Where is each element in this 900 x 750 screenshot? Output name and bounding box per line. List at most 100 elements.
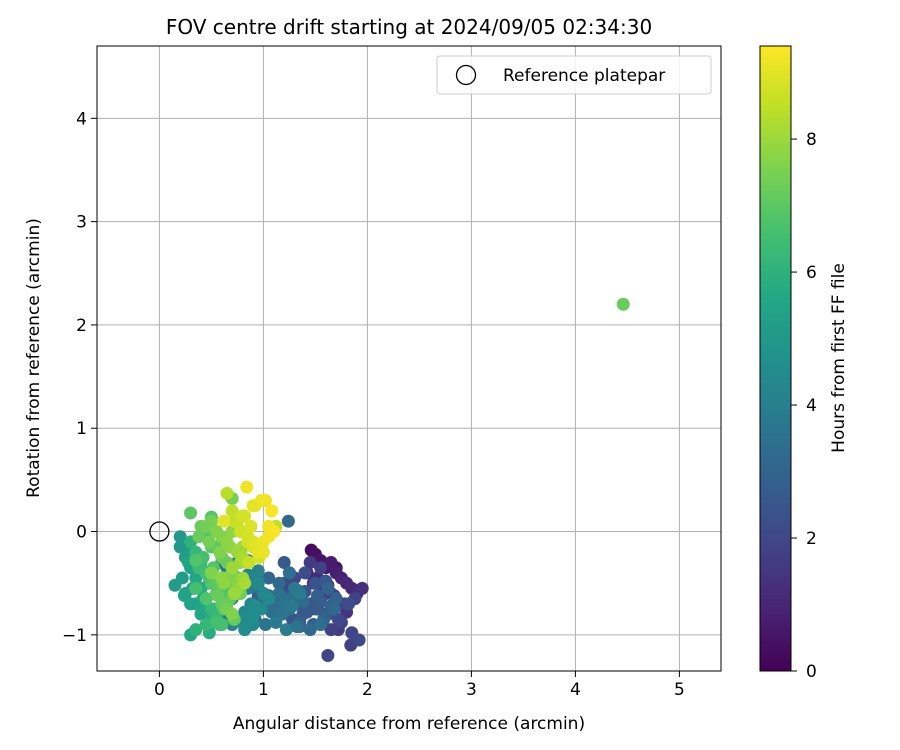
data-point (238, 623, 252, 637)
x-tick-label: 1 (258, 680, 269, 700)
legend-box (436, 55, 712, 95)
data-point (265, 504, 279, 518)
data-point (199, 618, 213, 632)
data-point (189, 581, 203, 595)
y-tick-label: 2 (76, 316, 87, 336)
reference-platepar-marker (149, 521, 170, 542)
data-point (256, 545, 270, 559)
data-point (225, 607, 239, 621)
data-point (236, 509, 250, 523)
data-point (321, 649, 335, 663)
data-point (199, 592, 213, 606)
grid-lines (97, 46, 721, 671)
data-point (616, 297, 630, 311)
data-point (282, 566, 296, 580)
data-point (324, 623, 338, 637)
data-point (225, 504, 239, 518)
data-point (168, 578, 182, 592)
data-point (342, 597, 356, 611)
data-point (184, 506, 198, 520)
data-point (293, 587, 307, 601)
x-axis-ticks: 0 1 2 3 4 5 (154, 671, 685, 700)
x-tick-label: 3 (466, 680, 477, 700)
legend-entry-reference: Reference platepar (503, 66, 665, 86)
colorbar (759, 45, 792, 672)
data-point (277, 556, 291, 570)
data-point (238, 576, 252, 590)
data-point (290, 620, 304, 634)
colorbar-tick-label: 2 (806, 529, 817, 549)
data-point (192, 530, 206, 544)
data-point (324, 556, 338, 570)
data-point (217, 576, 231, 590)
data-point (262, 571, 276, 585)
x-tick-label: 2 (362, 680, 373, 700)
data-point (251, 564, 265, 578)
reference-marker-group (149, 521, 170, 542)
data-point (211, 589, 225, 603)
data-point (244, 519, 258, 533)
data-point (248, 599, 262, 613)
data-point (202, 535, 216, 549)
data-point (246, 609, 260, 623)
data-point (286, 599, 300, 613)
data-point (262, 592, 276, 606)
data-point (298, 566, 312, 580)
y-tick-label: 4 (76, 109, 87, 129)
data-point (272, 587, 286, 601)
data-point (327, 602, 341, 616)
data-point (189, 623, 203, 637)
data-point (300, 605, 314, 619)
x-tick-label: 5 (674, 680, 685, 700)
data-points (168, 297, 630, 663)
data-point (213, 545, 227, 559)
data-point (303, 556, 317, 570)
y-tick-label: 0 (76, 523, 87, 543)
y-axis-label: Rotation from reference (arcmin) (24, 218, 44, 498)
data-point (310, 589, 324, 603)
x-tick-label: 0 (154, 680, 165, 700)
data-point (265, 605, 279, 619)
data-point (321, 581, 335, 595)
data-point (173, 540, 187, 554)
data-point (314, 618, 328, 632)
data-point (204, 602, 218, 616)
colorbar-ticks: 0 2 4 6 8 (791, 130, 817, 682)
data-point (189, 553, 203, 567)
data-point (303, 623, 317, 637)
data-point (329, 592, 343, 606)
y-tick-label: −1 (62, 626, 87, 646)
colorbar-label: Hours from first FF file (829, 263, 849, 453)
legend-marker-reference (455, 64, 477, 86)
plot-frame (96, 45, 722, 672)
data-point (308, 576, 322, 590)
colorbar-tick-label: 8 (806, 130, 817, 150)
x-tick-label: 4 (570, 680, 581, 700)
data-point (267, 525, 281, 539)
data-point (256, 494, 270, 508)
data-point (258, 618, 272, 632)
colorbar-tick-label: 6 (806, 263, 817, 283)
data-point (352, 633, 366, 647)
y-tick-label: 3 (76, 213, 87, 233)
data-point (355, 581, 369, 595)
data-point (272, 576, 286, 590)
data-point (217, 514, 231, 528)
data-point (242, 556, 256, 570)
data-point (331, 612, 345, 626)
data-point (269, 615, 283, 629)
data-point (220, 486, 234, 500)
chart-title: FOV centre drift starting at 2024/09/05 … (166, 15, 652, 39)
data-point (210, 525, 224, 539)
data-point (204, 566, 218, 580)
data-point (220, 535, 234, 549)
y-axis-ticks: −1 0 1 2 3 4 (62, 109, 97, 646)
data-point (227, 587, 241, 601)
data-point (279, 623, 293, 637)
x-axis-label: Angular distance from reference (arcmin) (233, 714, 585, 734)
data-point (210, 615, 224, 629)
data-point (314, 561, 328, 575)
legend: Reference platepar (436, 55, 712, 95)
data-point (173, 530, 187, 544)
